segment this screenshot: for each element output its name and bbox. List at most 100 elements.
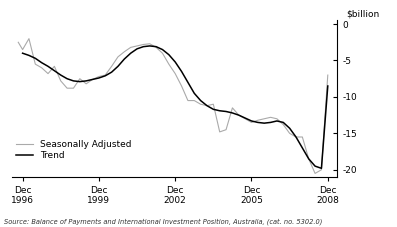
Seasonally Adjusted: [211, 103, 216, 106]
Seasonally Adjusted: [319, 168, 324, 171]
Seasonally Adjusted: [33, 63, 38, 66]
Trend: [243, 117, 247, 119]
Seasonally Adjusted: [204, 104, 209, 107]
Seasonally Adjusted: [109, 65, 114, 68]
Seasonally Adjusted: [160, 52, 165, 54]
Seasonally Adjusted: [262, 117, 267, 120]
Seasonally Adjusted: [313, 172, 318, 175]
Seasonally Adjusted: [217, 131, 222, 133]
Seasonally Adjusted: [236, 114, 241, 116]
Seasonally Adjusted: [46, 72, 50, 75]
Seasonally Adjusted: [255, 119, 260, 122]
Trend: [71, 79, 76, 82]
Trend: [65, 77, 69, 80]
Trend: [198, 99, 203, 102]
Trend: [96, 77, 101, 79]
Seasonally Adjusted: [58, 79, 63, 82]
Seasonally Adjusted: [122, 50, 127, 53]
Trend: [319, 167, 324, 170]
Trend: [300, 147, 305, 149]
Trend: [147, 44, 152, 47]
Seasonally Adjusted: [306, 158, 311, 160]
Trend: [313, 165, 318, 168]
Seasonally Adjusted: [71, 87, 76, 89]
Trend: [268, 121, 273, 124]
Trend: [230, 112, 235, 114]
Seasonally Adjusted: [249, 121, 254, 124]
Seasonally Adjusted: [179, 85, 184, 87]
Trend: [90, 78, 95, 81]
Trend: [166, 53, 171, 56]
Trend: [109, 71, 114, 74]
Trend: [249, 120, 254, 122]
Trend: [185, 81, 190, 84]
Trend: [141, 45, 146, 48]
Trend: [46, 65, 50, 68]
Seasonally Adjusted: [90, 78, 95, 81]
Trend: [77, 80, 82, 83]
Text: $billion: $billion: [347, 10, 380, 19]
Seasonally Adjusted: [326, 74, 330, 76]
Trend: [255, 121, 260, 124]
Seasonally Adjusted: [116, 55, 120, 58]
Seasonally Adjusted: [287, 132, 292, 135]
Trend: [281, 121, 286, 124]
Trend: [275, 120, 279, 122]
Trend: [27, 54, 31, 57]
Seasonally Adjusted: [192, 99, 197, 102]
Seasonally Adjusted: [173, 72, 177, 75]
Seasonally Adjusted: [77, 77, 82, 80]
Seasonally Adjusted: [96, 75, 101, 78]
Trend: [204, 104, 209, 107]
Trend: [236, 114, 241, 116]
Trend: [217, 109, 222, 112]
Trend: [52, 69, 57, 72]
Seasonally Adjusted: [294, 136, 299, 138]
Seasonally Adjusted: [39, 67, 44, 69]
Seasonally Adjusted: [224, 128, 228, 131]
Trend: [84, 79, 89, 82]
Trend: [135, 47, 139, 50]
Trend: [287, 127, 292, 130]
Trend: [192, 92, 197, 95]
Trend: [211, 108, 216, 111]
Line: Trend: Trend: [23, 46, 328, 168]
Seasonally Adjusted: [135, 44, 139, 47]
Trend: [160, 48, 165, 51]
Seasonally Adjusted: [16, 41, 21, 44]
Trend: [173, 61, 177, 63]
Seasonally Adjusted: [268, 116, 273, 119]
Seasonally Adjusted: [103, 74, 108, 76]
Trend: [179, 70, 184, 73]
Seasonally Adjusted: [243, 117, 247, 120]
Seasonally Adjusted: [20, 48, 25, 51]
Trend: [294, 136, 299, 138]
Trend: [326, 85, 330, 87]
Text: Source: Balance of Payments and International Investment Position, Australia, (c: Source: Balance of Payments and Internat…: [4, 218, 322, 225]
Trend: [306, 158, 311, 160]
Seasonally Adjusted: [52, 65, 57, 68]
Seasonally Adjusted: [65, 87, 69, 89]
Trend: [39, 61, 44, 64]
Trend: [128, 52, 133, 54]
Trend: [33, 57, 38, 60]
Seasonally Adjusted: [141, 43, 146, 46]
Trend: [58, 74, 63, 76]
Trend: [224, 110, 228, 113]
Legend: Seasonally Adjusted, Trend: Seasonally Adjusted, Trend: [16, 140, 131, 160]
Trend: [262, 122, 267, 125]
Trend: [116, 65, 120, 68]
Seasonally Adjusted: [147, 42, 152, 45]
Seasonally Adjusted: [27, 37, 31, 40]
Seasonally Adjusted: [230, 106, 235, 109]
Seasonally Adjusted: [84, 82, 89, 85]
Trend: [154, 45, 158, 48]
Trend: [20, 52, 25, 54]
Seasonally Adjusted: [275, 117, 279, 120]
Seasonally Adjusted: [166, 63, 171, 66]
Trend: [103, 74, 108, 77]
Seasonally Adjusted: [198, 103, 203, 106]
Seasonally Adjusted: [128, 46, 133, 49]
Seasonally Adjusted: [154, 46, 158, 49]
Seasonally Adjusted: [281, 123, 286, 126]
